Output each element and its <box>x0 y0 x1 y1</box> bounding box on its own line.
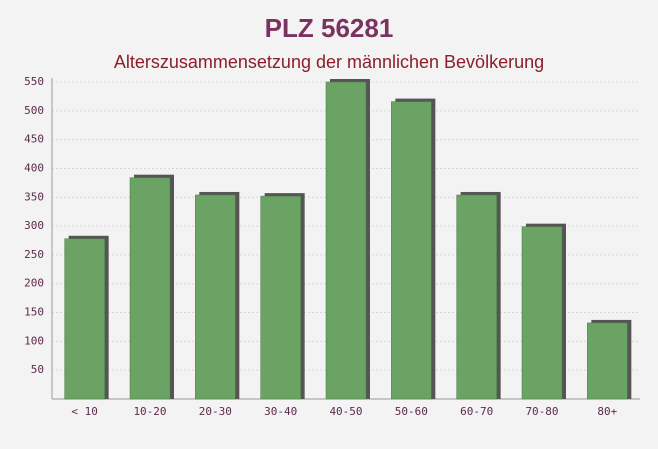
x-tick-label: 30-40 <box>264 405 297 418</box>
y-tick-label: 450 <box>24 133 44 146</box>
y-tick-label: 250 <box>24 248 44 261</box>
x-tick-label: 70-80 <box>525 405 558 418</box>
x-tick-label: 10-20 <box>133 405 166 418</box>
y-tick-label: 350 <box>24 190 44 203</box>
y-tick-label: 500 <box>24 104 44 117</box>
bar <box>195 194 236 400</box>
x-tick-label: 80+ <box>597 405 617 418</box>
chart-subtitle: Alterszusammensetzung der männlichen Bev… <box>114 52 544 72</box>
bar <box>521 226 563 400</box>
bar <box>325 81 367 400</box>
bar <box>391 101 432 400</box>
chart-title: PLZ 56281 <box>265 13 394 43</box>
y-tick-label: 50 <box>31 363 44 376</box>
x-tick-label: 60-70 <box>460 405 493 418</box>
y-tick-label: 550 <box>24 75 44 88</box>
bar <box>456 194 497 400</box>
bar <box>260 195 301 400</box>
x-tick-label: 50-60 <box>395 405 428 418</box>
x-tick-label: 20-30 <box>199 405 232 418</box>
x-tick-label: < 10 <box>71 405 98 418</box>
bar <box>64 238 105 400</box>
bar <box>587 322 628 400</box>
y-tick-label: 100 <box>24 334 44 347</box>
bar <box>129 177 171 400</box>
y-tick-label: 400 <box>24 161 44 174</box>
y-tick-label: 150 <box>24 306 44 319</box>
y-tick-label: 200 <box>24 277 44 290</box>
x-tick-label: 40-50 <box>329 405 362 418</box>
y-tick-label: 300 <box>24 219 44 232</box>
